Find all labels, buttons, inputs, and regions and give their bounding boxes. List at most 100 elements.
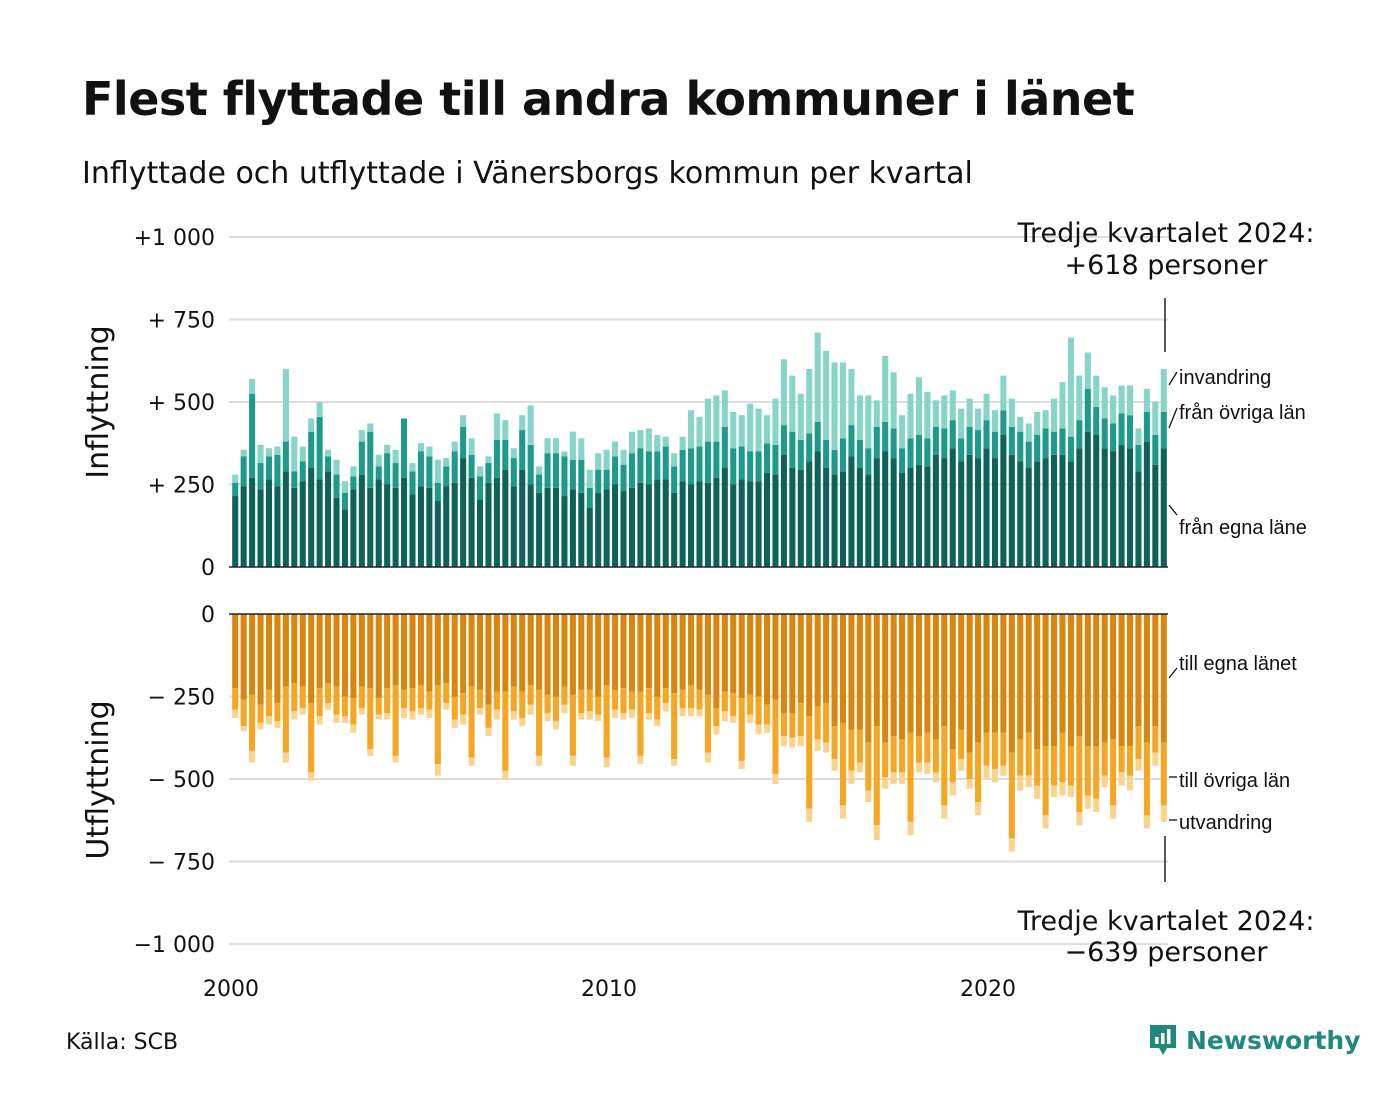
bar-in-0 xyxy=(392,487,399,567)
bar-out-0 xyxy=(586,614,593,690)
bar-out-1 xyxy=(1093,746,1100,799)
bar-in-2 xyxy=(578,438,585,460)
bar-in-0 xyxy=(1143,441,1150,567)
bar-in-1 xyxy=(527,444,534,485)
bar-in-1 xyxy=(949,420,956,449)
bar-in-2 xyxy=(806,369,813,434)
bar-in-2 xyxy=(1093,375,1100,407)
bar-in-2 xyxy=(679,436,686,450)
bar-in-1 xyxy=(882,421,889,452)
bar-in-0 xyxy=(654,479,661,567)
bar-in-0 xyxy=(975,458,982,567)
bar-out-1 xyxy=(1143,742,1150,816)
brand-logo[interactable]: Newsworthy xyxy=(1148,1022,1361,1058)
bar-out-1 xyxy=(401,689,408,709)
bar-out-2 xyxy=(493,709,500,720)
bar-out-2 xyxy=(671,759,678,766)
bar-in-1 xyxy=(1067,436,1074,462)
bar-out-1 xyxy=(274,703,281,722)
bar-in-2 xyxy=(443,458,450,467)
bar-in-0 xyxy=(932,454,939,567)
bar-in-1 xyxy=(249,393,256,478)
bar-in-0 xyxy=(232,496,239,567)
bar-in-1 xyxy=(325,456,332,472)
bar-out-2 xyxy=(890,772,897,784)
bar-out-0 xyxy=(367,614,374,689)
bar-out-1 xyxy=(249,694,256,751)
bar-in-2 xyxy=(941,395,948,429)
bar-out-0 xyxy=(958,614,965,730)
bar-out-1 xyxy=(873,726,880,826)
bar-out-1 xyxy=(1067,746,1074,786)
bar-out-0 xyxy=(966,614,973,753)
bar-out-0 xyxy=(730,614,737,694)
bar-in-2 xyxy=(232,474,239,483)
bar-out-0 xyxy=(519,614,526,692)
bar-in-2 xyxy=(924,392,931,439)
bar-out-2 xyxy=(536,755,543,766)
bar-in-1 xyxy=(1025,441,1032,468)
bar-out-0 xyxy=(1051,614,1058,746)
bar-in-2 xyxy=(308,418,315,432)
bar-in-1 xyxy=(578,459,585,493)
bar-in-2 xyxy=(409,463,416,472)
bar-out-2 xyxy=(316,716,323,725)
bar-in-0 xyxy=(780,454,787,567)
bar-out-1 xyxy=(493,691,500,710)
bar-in-1 xyxy=(696,446,703,482)
bar-out-0 xyxy=(941,614,948,727)
bar-out-0 xyxy=(460,614,467,694)
bar-in-0 xyxy=(384,484,391,567)
bar-out-2 xyxy=(1126,775,1134,791)
bar-out-0 xyxy=(358,614,365,687)
bar-in-1 xyxy=(772,444,779,475)
bar-out-1 xyxy=(814,706,821,740)
callout-bottom-line1: Tredje kvartalet 2024: xyxy=(1017,906,1315,937)
bar-in-1 xyxy=(730,448,737,485)
bar-in-1 xyxy=(274,454,281,487)
bar-in-1 xyxy=(983,420,990,449)
bar-out-0 xyxy=(654,614,661,697)
bar-out-1 xyxy=(1017,739,1024,776)
bar-out-0 xyxy=(1160,614,1167,743)
bar-out-0 xyxy=(763,614,771,705)
bar-in-0 xyxy=(1000,435,1007,567)
bar-out-0 xyxy=(1093,614,1100,746)
bar-in-2 xyxy=(915,377,923,435)
bar-in-0 xyxy=(907,468,914,567)
bar-out-1 xyxy=(890,736,897,773)
bar-in-2 xyxy=(899,415,906,449)
bar-out-1 xyxy=(865,742,872,791)
bar-out-1 xyxy=(654,696,661,720)
bar-out-0 xyxy=(704,614,711,695)
bar-out-1 xyxy=(637,691,644,756)
bar-in-0 xyxy=(789,468,796,567)
series-label-out: till egna länet xyxy=(1179,653,1297,675)
bar-out-1 xyxy=(932,739,939,773)
bar-in-1 xyxy=(1051,431,1058,455)
bar-out-1 xyxy=(1025,732,1032,776)
bar-in-1 xyxy=(282,441,289,472)
bar-in-0 xyxy=(924,466,931,567)
bar-in-2 xyxy=(763,415,771,444)
bar-out-2 xyxy=(789,737,796,748)
bar-in-1 xyxy=(1008,426,1015,455)
bar-out-1 xyxy=(662,688,669,704)
bar-in-0 xyxy=(476,499,484,567)
bar-in-2 xyxy=(561,451,568,457)
bar-in-0 xyxy=(409,494,416,567)
bar-out-1 xyxy=(620,688,627,713)
bar-in-0 xyxy=(941,458,948,567)
bar-out-1 xyxy=(569,694,576,756)
bar-in-0 xyxy=(1067,461,1074,567)
bar-out-2 xyxy=(417,708,424,715)
bar-in-0 xyxy=(966,454,973,567)
bar-in-1 xyxy=(485,463,492,483)
bar-out-0 xyxy=(401,614,408,690)
bar-in-2 xyxy=(1076,375,1083,421)
bar-in-2 xyxy=(747,403,754,452)
bar-out-1 xyxy=(1051,746,1058,786)
x-tick: 2010 xyxy=(581,977,637,1002)
bar-in-2 xyxy=(882,355,889,422)
bar-out-0 xyxy=(1118,614,1125,746)
